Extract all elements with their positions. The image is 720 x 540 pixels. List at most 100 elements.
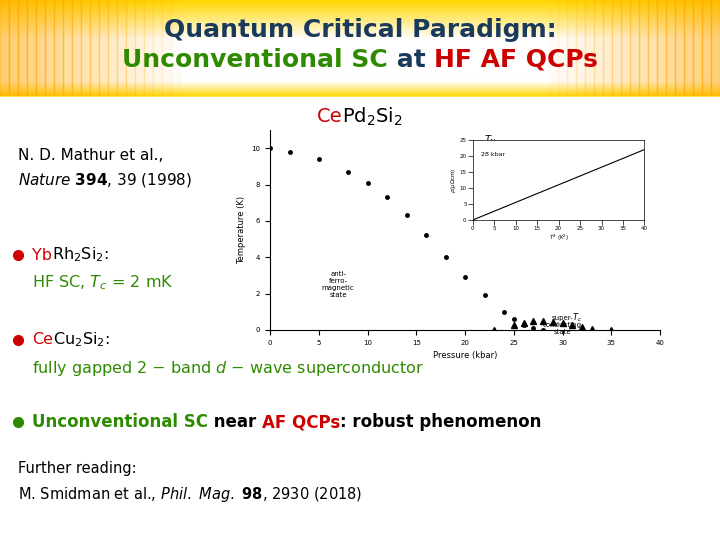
Bar [9,0,18,95]
Bar [0,37,720,38]
Bar [144,0,153,95]
Bar [0,76,720,78]
Bar [0,47,720,48]
Bar [0,72,720,73]
Bar [0,30,720,32]
Bar [108,0,117,95]
Bar [99,0,108,95]
Bar [0,44,720,45]
Bar [630,0,639,95]
Bar [0,92,720,93]
Bar [0,92,720,93]
Bar [0,94,720,95]
Bar [0,9,720,10]
Bar [0,5,720,6]
Bar [0,38,720,39]
Bar [0,87,720,88]
Bar [0,4,720,5]
Bar [0,71,720,72]
Bar [0,89,720,90]
Bar [0,0,720,1]
Bar [0,85,720,86]
Bar [0,53,720,55]
Bar [0,68,720,69]
Bar [0,80,720,81]
Bar [0,19,720,21]
Bar [0,79,720,80]
Bar [126,0,135,95]
Bar [0,60,720,62]
Bar [0,73,720,75]
Bar [117,0,126,95]
Bar [549,0,558,95]
Bar [0,15,720,17]
Bar [0,67,720,68]
Bar [0,37,720,39]
Bar [0,69,720,70]
Bar [0,91,720,93]
Bar [0,93,720,94]
Bar [0,91,720,92]
Text: $\mathrm{Cu_2Si_2}$:: $\mathrm{Cu_2Si_2}$: [53,330,110,349]
Bar [0,18,720,20]
Bar [0,10,720,11]
Bar [0,81,720,82]
Bar [0,84,720,85]
Bar [684,0,693,95]
Bar [63,0,72,95]
Bar [45,0,54,95]
Bar [0,89,720,90]
Bar [0,15,720,16]
Text: Ce: Ce [317,107,343,126]
X-axis label: Pressure (kbar): Pressure (kbar) [433,352,498,360]
Bar [0,52,720,53]
Text: super-
conducting
state: super- conducting state [543,315,582,335]
Bar [0,50,720,51]
Bar [90,0,99,95]
Bar [0,86,720,87]
Bar [0,80,720,81]
Text: HF AF QCPs: HF AF QCPs [434,48,598,72]
Bar [0,90,720,91]
Bar [0,52,720,54]
Bar [0,81,720,82]
Bar [0,80,720,81]
Bar [0,27,720,29]
Bar [0,85,720,86]
Bar [0,88,720,90]
Bar [0,91,720,92]
Bar [0,49,720,50]
Bar [0,16,720,17]
Bar [0,86,720,87]
Bar [0,85,720,86]
Bar [0,86,720,87]
Bar [0,35,720,36]
Bar [603,0,612,95]
Bar [0,87,720,88]
Bar [0,89,720,90]
Bar [0,6,720,8]
Bar [648,0,657,95]
Bar [0,92,720,93]
Text: $\mathrm{Rh_2Si_2}$:: $\mathrm{Rh_2Si_2}$: [52,246,109,265]
Bar [0,89,720,90]
Text: M. Smidman et al., $\it{Phil.\ Mag.}$ $\bf{98}$, 2930 (2018): M. Smidman et al., $\it{Phil.\ Mag.}$ $\… [18,485,362,504]
Bar [0,84,720,85]
Bar [702,0,711,95]
Bar [0,77,720,78]
Bar [81,0,90,95]
Bar [0,21,720,22]
Bar [0,81,720,82]
Bar [0,39,720,40]
Bar [0,87,720,88]
Bar [567,0,576,95]
Bar [0,26,720,28]
Text: $\mathrm{Pd_2Si_2}$: $\mathrm{Pd_2Si_2}$ [343,106,403,128]
Bar [0,32,720,33]
Bar [0,40,720,42]
Bar [0,79,720,80]
Bar [0,82,720,83]
Bar [0,33,720,35]
Text: $T_N$: $T_N$ [485,133,498,146]
Bar [0,6,720,7]
